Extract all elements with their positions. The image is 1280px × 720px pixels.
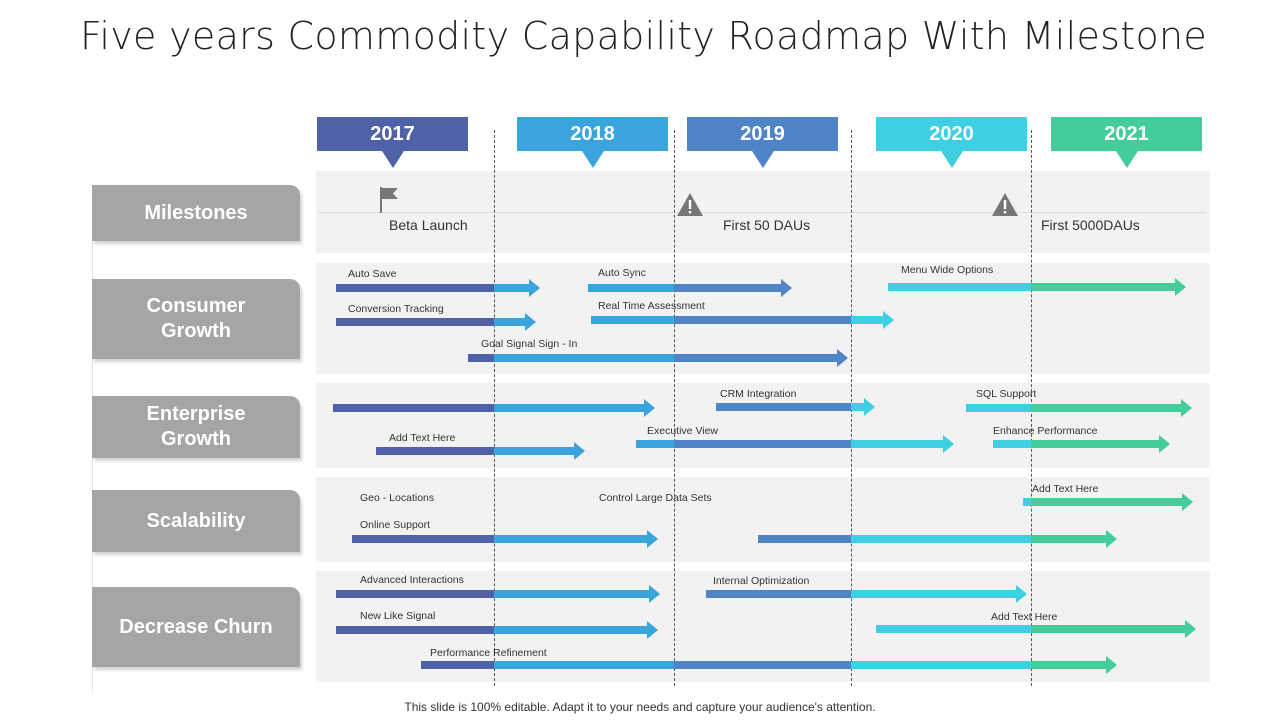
flag-icon xyxy=(380,187,398,213)
task-arrow xyxy=(876,619,1196,639)
year-header-2018: 2018 xyxy=(517,117,668,168)
chevron-down-icon xyxy=(381,151,404,168)
chevron-down-icon xyxy=(1115,151,1138,168)
task-label: Conversion Tracking xyxy=(348,303,444,315)
row-label-enterprise-growth: Enterprise Growth xyxy=(92,396,300,458)
task-arrow xyxy=(421,655,1117,675)
task-label: Control Large Data Sets xyxy=(599,492,712,504)
task-label: Internal Optimization xyxy=(713,575,810,587)
task-label: CRM Integration xyxy=(720,388,797,400)
task-arrow xyxy=(1023,492,1193,512)
task-arrow xyxy=(591,310,894,330)
row-label-scalability: Scalability xyxy=(92,490,300,552)
task-label: SQL Support xyxy=(976,388,1037,400)
task-arrow xyxy=(468,348,848,368)
task-arrow xyxy=(336,620,658,640)
year-label: 2019 xyxy=(740,122,785,145)
footer-note: This slide is 100% editable. Adapt it to… xyxy=(404,700,876,714)
task-arrow xyxy=(888,277,1186,297)
task-arrow xyxy=(636,434,954,454)
task-arrow xyxy=(758,529,1117,549)
year-label: 2021 xyxy=(1104,122,1149,145)
year-divider xyxy=(674,130,675,686)
chevron-down-icon xyxy=(581,151,604,168)
task-arrow xyxy=(993,434,1170,454)
milestone-label: First 50 DAUs xyxy=(723,217,811,233)
task-label: Add Text Here xyxy=(1032,483,1099,495)
task-arrow xyxy=(588,278,792,298)
chevron-down-icon xyxy=(751,151,774,168)
task-label: Performance Refinement xyxy=(430,647,547,659)
warning-icon xyxy=(677,193,703,216)
warning-icon xyxy=(992,193,1018,216)
task-label: Add Text Here xyxy=(991,611,1058,623)
page-title: Five years Commodity Capability Roadmap … xyxy=(80,14,1208,58)
task-arrow xyxy=(336,312,536,332)
task-label: New Like Signal xyxy=(360,610,436,622)
milestone-axis-line xyxy=(318,212,1206,213)
task-arrow xyxy=(333,398,655,418)
task-label: Real Time Assessment xyxy=(598,300,705,312)
task-label: Geo - Locations xyxy=(360,492,435,504)
task-label: Auto Sync xyxy=(598,267,646,279)
task-arrow xyxy=(336,278,540,298)
task-arrow xyxy=(352,529,658,549)
row-label-consumer-growth: Consumer Growth xyxy=(92,279,300,359)
task-arrow xyxy=(376,441,585,461)
task-label: Executive View xyxy=(647,425,719,437)
task-label: Enhance Performance xyxy=(993,425,1098,437)
task-arrow xyxy=(716,397,875,417)
year-header-2019: 2019 xyxy=(687,117,838,168)
task-label: Auto Save xyxy=(348,268,397,280)
scalability-band xyxy=(316,477,1210,562)
task-label: Online Support xyxy=(360,519,431,531)
task-arrow xyxy=(336,584,660,604)
year-header-2021: 2021 xyxy=(1051,117,1202,168)
chevron-down-icon xyxy=(940,151,963,168)
task-arrow xyxy=(966,398,1192,418)
year-label: 2017 xyxy=(370,122,415,145)
row-label-decrease-churn: Decrease Churn xyxy=(92,587,300,667)
milestone-label: Beta Launch xyxy=(389,217,468,233)
task-arrow xyxy=(706,584,1027,604)
year-label: 2018 xyxy=(570,122,615,145)
row-label-milestones: Milestones xyxy=(92,185,300,241)
year-header-2020: 2020 xyxy=(876,117,1027,168)
milestone-label: First 5000DAUs xyxy=(1041,217,1140,233)
year-label: 2020 xyxy=(929,122,974,145)
task-label: Menu Wide Options xyxy=(901,264,994,276)
task-label: Add Text Here xyxy=(389,432,456,444)
year-header-2017: 2017 xyxy=(317,117,468,168)
task-label: Advanced Interactions xyxy=(360,574,464,586)
task-label: Goal Signal Sign - In xyxy=(481,338,578,350)
